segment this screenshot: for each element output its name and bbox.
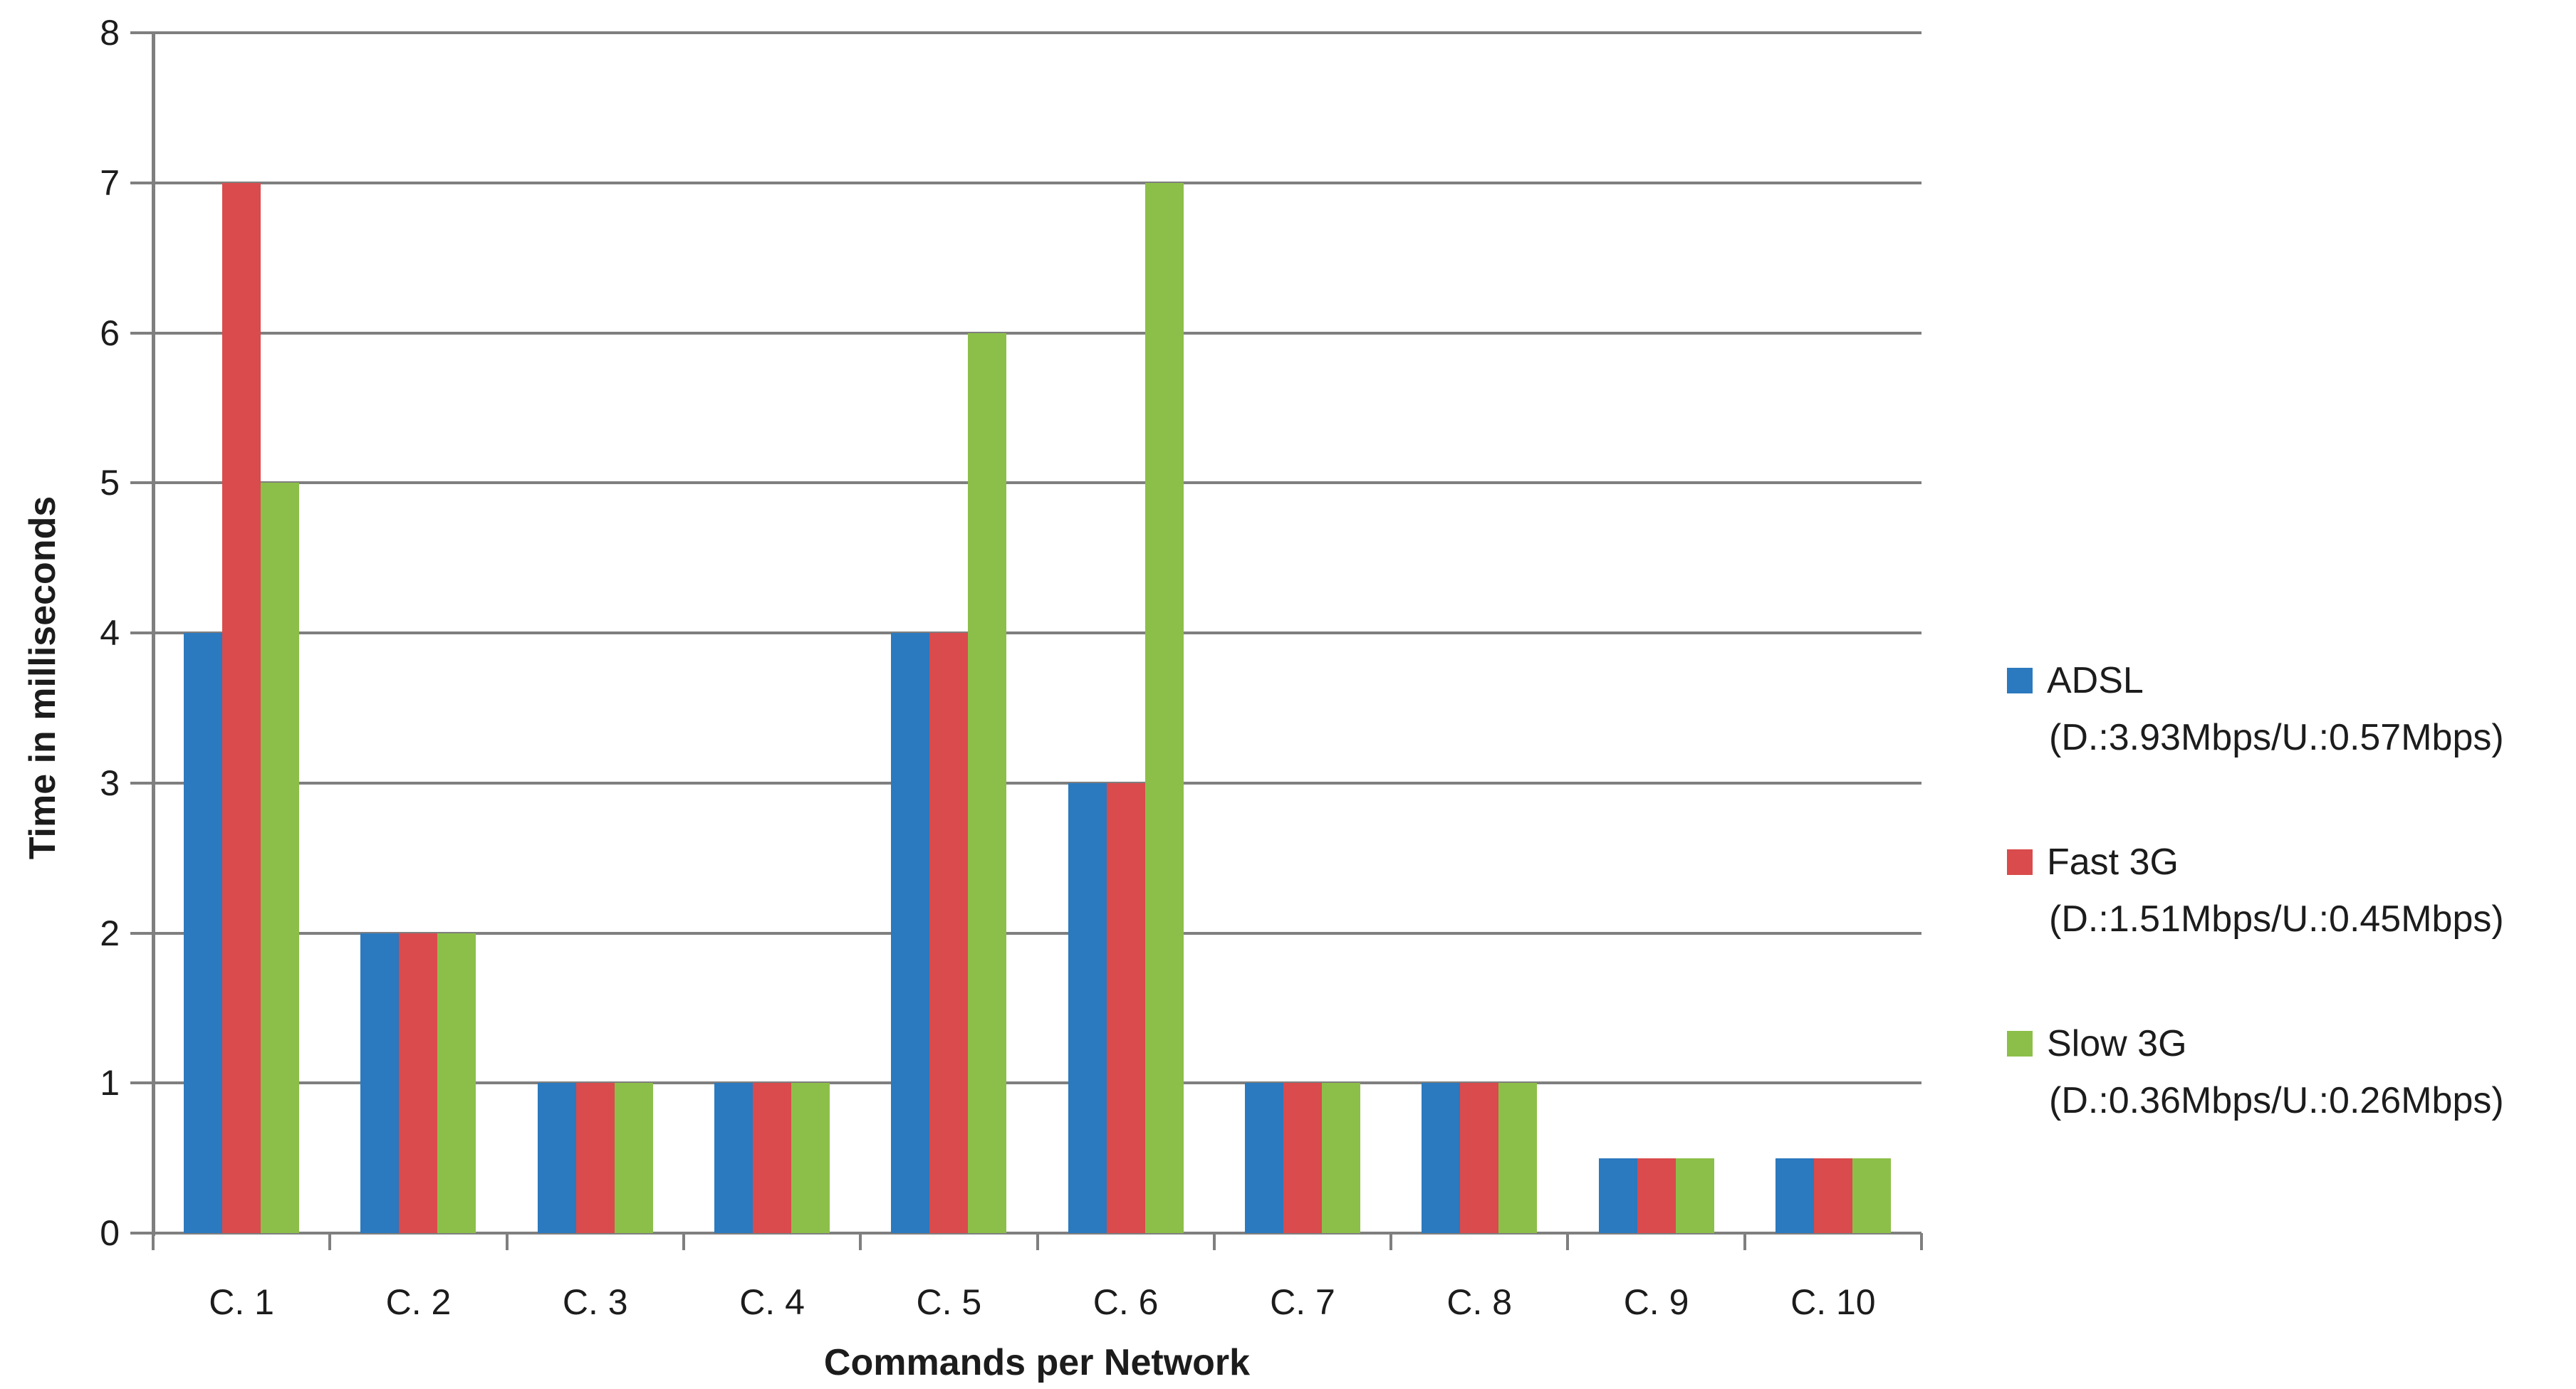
bar-slow-3g-1 [261,483,300,1233]
y-tick-label: 1 [100,1063,120,1104]
bar-fast-3g-7 [1283,1083,1322,1233]
category-label: C. 3 [562,1282,628,1322]
y-tick-label: 8 [100,13,120,53]
gridline [153,1081,1921,1085]
y-axis-tick [130,781,153,785]
y-axis-tick [130,1232,153,1235]
bar-adsl-5 [891,633,930,1233]
gridline [153,31,1921,34]
category-label: C. 1 [209,1282,274,1322]
bar-fast-3g-9 [1637,1158,1676,1233]
category-label: C. 5 [916,1282,982,1322]
legend-series-name: ADSL [2047,660,2144,701]
legend: ADSL (D.:3.93Mbps/U.:0.57Mbps) Fast 3G (D.:… [2007,652,2570,1197]
legend-item: ADSL (D.:3.93Mbps/U.:0.57Mbps) [2007,652,2570,766]
bar-adsl-2 [360,933,400,1233]
legend-series-detail: (D.:1.51Mbps/U.:0.45Mbps) [2049,898,2504,940]
legend-series-name: Fast 3G [2047,842,2179,883]
y-axis-tick [130,181,153,184]
x-axis-tick [859,1233,862,1250]
y-tick-label: 0 [100,1213,120,1253]
bar-adsl-7 [1244,1083,1283,1233]
gridline [153,931,1921,935]
bar-fast-3g-5 [929,633,969,1233]
legend-swatch-slow-3g [2007,1031,2033,1057]
gridline [153,781,1921,785]
bar-slow-3g-8 [1498,1083,1538,1233]
legend-series-name: Slow 3G [2047,1023,2187,1064]
bar-slow-3g-4 [791,1083,830,1233]
bar-adsl-10 [1775,1158,1814,1233]
x-axis-tick [1212,1233,1216,1250]
y-axis-title: Time in milliseconds [22,496,63,860]
bar-fast-3g-8 [1460,1083,1499,1233]
legend-item: Slow 3G (D.:0.36Mbps/U.:0.26Mbps) [2007,1015,2570,1129]
y-tick-label: 2 [100,913,120,953]
category-label: C. 2 [385,1282,452,1322]
x-axis-title: Commands per Network [823,1342,1251,1383]
y-tick-label: 5 [100,463,120,503]
bar-adsl-1 [184,633,223,1233]
legend-series-detail: (D.:0.36Mbps/U.:0.26Mbps) [2049,1080,2504,1121]
bar-fast-3g-4 [753,1083,792,1233]
x-axis-tick [682,1233,685,1250]
y-tick-label: 6 [100,313,120,353]
category-label: C. 8 [1446,1282,1513,1322]
y-tick-label: 4 [100,613,120,653]
y-axis-tick [130,481,153,485]
bar-slow-3g-5 [968,332,1007,1233]
x-axis-tick [1036,1233,1039,1250]
y-axis-line [152,33,155,1236]
bar-slow-3g-3 [614,1083,653,1233]
y-tick-label: 7 [100,162,120,203]
y-axis-tick [130,331,153,335]
bar-slow-3g-9 [1675,1158,1714,1233]
legend-entry-row: ADSL [2007,652,2570,709]
gridline [153,181,1921,184]
legend-swatch-adsl [2007,668,2033,693]
bar-slow-3g-7 [1321,1083,1360,1233]
gridline [153,481,1921,485]
legend-swatch-fast-3g [2007,849,2033,875]
y-axis-tick [130,631,153,634]
bar-fast-3g-10 [1813,1158,1852,1233]
x-axis-tick [152,1233,155,1250]
y-axis-tick [130,931,153,935]
category-label: C. 10 [1790,1282,1876,1322]
x-axis-tick [1566,1233,1570,1250]
category-label: C. 4 [739,1282,805,1322]
bar-fast-3g-1 [222,182,261,1233]
bar-fast-3g-2 [399,933,438,1233]
bar-adsl-6 [1068,782,1107,1233]
plot-area [130,31,1923,1250]
x-axis-tick [505,1233,509,1250]
bar-slow-3g-2 [437,933,476,1233]
gridline [153,631,1921,634]
bar-slow-3g-6 [1144,182,1184,1233]
x-axis-tick [1743,1233,1746,1250]
y-axis-tick [130,1081,153,1085]
bar-adsl-3 [537,1083,576,1233]
bar-fast-3g-6 [1106,782,1145,1233]
x-axis-tick [1920,1233,1923,1250]
legend-series-detail: (D.:3.93Mbps/U.:0.57Mbps) [2049,717,2504,758]
bar-slow-3g-10 [1852,1158,1891,1233]
y-tick-label: 3 [100,762,120,803]
legend-entry-row: Fast 3G [2007,834,2570,891]
category-label: C. 7 [1270,1282,1335,1322]
x-axis-tick [1389,1233,1393,1250]
bar-adsl-9 [1598,1158,1637,1233]
bar-adsl-4 [714,1083,753,1233]
legend-entry-row: Slow 3G [2007,1015,2570,1072]
legend-item: Fast 3G (D.:1.51Mbps/U.:0.45Mbps) [2007,834,2570,948]
bar-adsl-8 [1422,1083,1461,1233]
category-label: C. 6 [1093,1282,1159,1322]
y-axis-tick [130,31,153,34]
gridline [153,331,1921,335]
x-axis-tick [328,1233,332,1250]
bar-fast-3g-3 [575,1083,615,1233]
category-label: C. 9 [1623,1282,1689,1322]
